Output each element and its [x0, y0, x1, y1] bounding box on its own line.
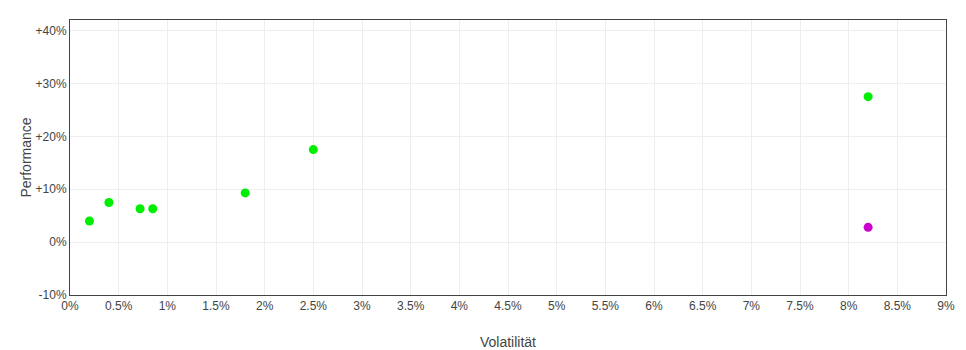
svg-text:5.5%: 5.5% [592, 299, 620, 313]
svg-text:+30%: +30% [36, 77, 67, 91]
svg-text:4.5%: 4.5% [494, 299, 522, 313]
svg-text:1.5%: 1.5% [202, 299, 230, 313]
svg-text:3%: 3% [353, 299, 371, 313]
svg-text:6.5%: 6.5% [689, 299, 717, 313]
svg-text:9%: 9% [937, 299, 955, 313]
svg-text:5%: 5% [548, 299, 566, 313]
svg-text:8.5%: 8.5% [884, 299, 912, 313]
svg-text:6%: 6% [645, 299, 663, 313]
svg-text:Performance: Performance [18, 117, 34, 197]
svg-text:0%: 0% [49, 235, 67, 249]
svg-text:2.5%: 2.5% [300, 299, 328, 313]
svg-text:+10%: +10% [36, 182, 67, 196]
svg-text:0%: 0% [61, 299, 79, 313]
svg-text:8%: 8% [840, 299, 858, 313]
svg-text:2%: 2% [256, 299, 274, 313]
svg-text:1%: 1% [159, 299, 177, 313]
svg-text:7.5%: 7.5% [786, 299, 814, 313]
svg-text:+40%: +40% [36, 24, 67, 38]
svg-text:4%: 4% [451, 299, 469, 313]
svg-text:3.5%: 3.5% [397, 299, 425, 313]
svg-text:0.5%: 0.5% [105, 299, 133, 313]
svg-text:Volatilität: Volatilität [480, 334, 536, 350]
svg-text:-10%: -10% [39, 288, 67, 302]
svg-text:+20%: +20% [36, 130, 67, 144]
svg-text:7%: 7% [743, 299, 761, 313]
